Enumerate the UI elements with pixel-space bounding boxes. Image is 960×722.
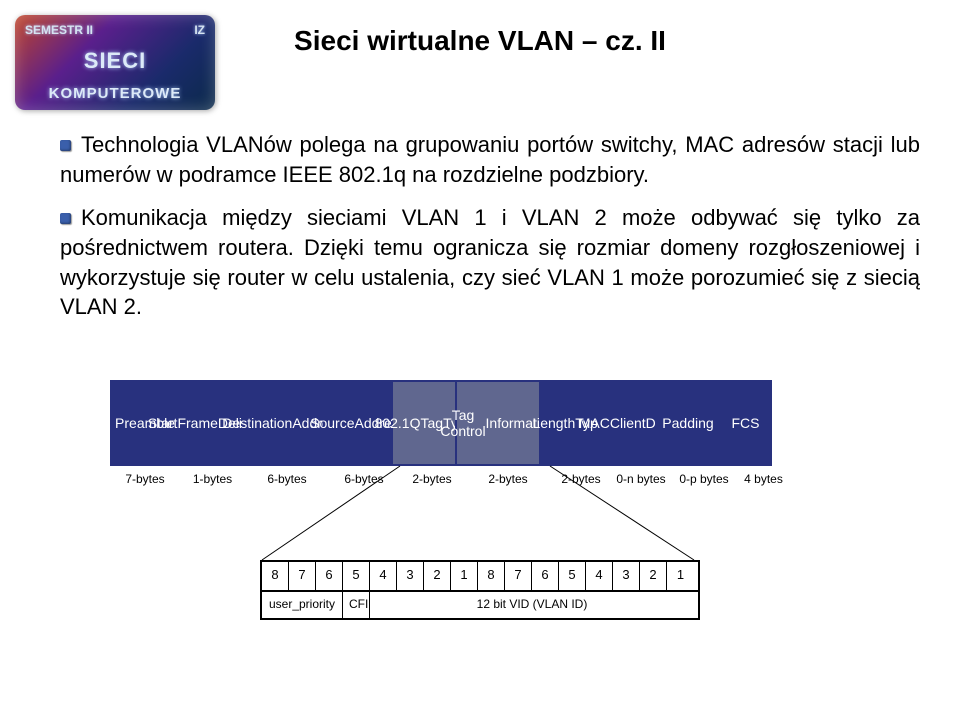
bit-cell: 4 (586, 562, 613, 590)
bit-cell: 6 (532, 562, 559, 590)
badge-title-2: KOMPUTEROWE (25, 85, 205, 102)
frame-bytes: 4 bytes (737, 472, 790, 486)
paragraph-1-text: Technologia VLANów polega na grupowaniu … (60, 132, 920, 187)
frame-field: Padding (655, 380, 721, 466)
tag-control-expansion: 8765432187654321 user_priorityCFI12 bit … (260, 560, 700, 620)
page-title: Sieci wirtualne VLAN – cz. II (0, 25, 960, 57)
bit-cell: 5 (559, 562, 586, 590)
bit-header-row: 8765432187654321 (260, 560, 700, 592)
frame-bytes: 0-n bytes (611, 472, 671, 486)
bit-cell: 1 (451, 562, 478, 590)
bit-cell: 8 (262, 562, 289, 590)
paragraph-1: Technologia VLANów polega na grupowaniu … (60, 130, 920, 189)
bit-label: CFI (343, 592, 370, 618)
bullet-icon (60, 213, 71, 224)
bit-cell: 2 (640, 562, 667, 590)
bit-cell: 3 (613, 562, 640, 590)
frame-bytes: 6-bytes (245, 472, 329, 486)
bit-cell: 1 (667, 562, 694, 590)
frame-fields-row: PreambleStartFrameDelimiterDestinationAd… (110, 380, 850, 466)
bit-cell: 5 (343, 562, 370, 590)
frame-field: FCS (719, 380, 772, 466)
ethernet-frame-diagram: PreambleStartFrameDelimiterDestinationAd… (110, 380, 850, 486)
frame-field: Tag ControlInformation (455, 380, 541, 466)
bit-label-row: user_priorityCFI12 bit VID (VLAN ID) (260, 592, 700, 620)
bullet-icon (60, 140, 71, 151)
frame-bytes: 2-bytes (465, 472, 551, 486)
frame-field: MACClientData (597, 380, 657, 466)
bit-cell: 7 (505, 562, 532, 590)
frame-bytes: 6-bytes (329, 472, 399, 486)
frame-bytes: 1-bytes (180, 472, 245, 486)
bit-cell: 7 (289, 562, 316, 590)
bit-label: 12 bit VID (VLAN ID) (370, 592, 694, 618)
paragraph-2-text: Komunikacja między sieciami VLAN 1 i VLA… (60, 205, 920, 319)
bit-cell: 3 (397, 562, 424, 590)
body-content: Technologia VLANów polega na grupowaniu … (60, 130, 920, 336)
bit-cell: 4 (370, 562, 397, 590)
frame-bytes: 7-bytes (110, 472, 180, 486)
frame-bytes-row: 7-bytes1-bytes6-bytes6-bytes2-bytes2-byt… (110, 472, 850, 486)
frame-bytes: 2-bytes (551, 472, 611, 486)
bit-cell: 8 (478, 562, 505, 590)
frame-bytes: 0-p bytes (671, 472, 737, 486)
frame-bytes: 2-bytes (399, 472, 465, 486)
bit-cell: 6 (316, 562, 343, 590)
bit-cell: 2 (424, 562, 451, 590)
paragraph-2: Komunikacja między sieciami VLAN 1 i VLA… (60, 203, 920, 322)
bit-label: user_priority (262, 592, 343, 618)
